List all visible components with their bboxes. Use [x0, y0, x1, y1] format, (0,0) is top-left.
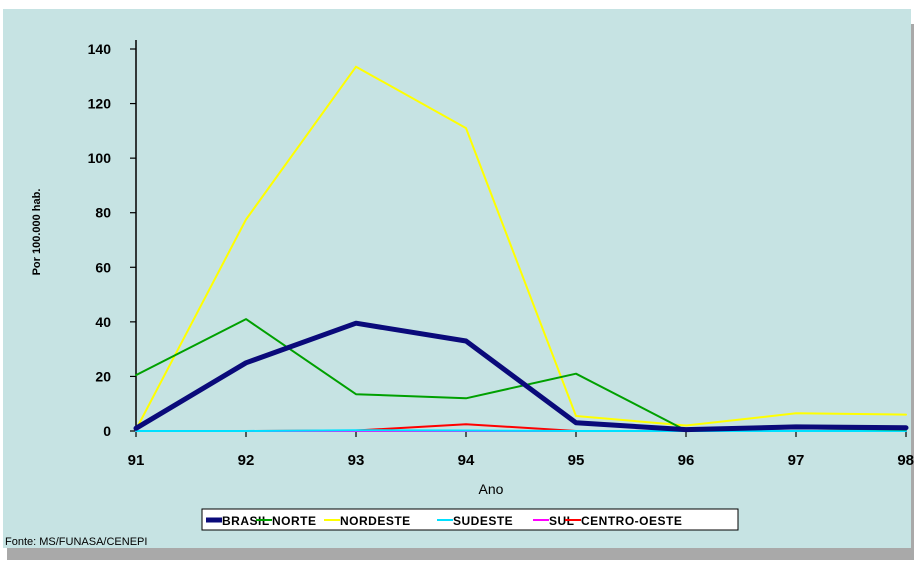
legend-label-sudeste: SUDESTE: [453, 514, 513, 528]
series-line-nordeste: [135, 65, 907, 431]
series-line-brasil: [133, 320, 909, 433]
x-tick-label: 92: [238, 452, 255, 469]
x-axis-title: Ano: [479, 481, 504, 497]
legend-box: [201, 508, 739, 531]
source-note: Fonte: MS/FUNASA/CENEPI: [5, 536, 147, 548]
y-axis-title: Por 100.000 hab.: [31, 189, 43, 276]
y-tick-label: 60: [95, 259, 111, 275]
y-tick-label: 20: [95, 368, 111, 384]
y-tick-label: 80: [95, 205, 111, 221]
series-line-sudeste: [135, 429, 907, 432]
legend-label-norte: NORTE: [272, 514, 317, 528]
chart-panel: [3, 9, 911, 548]
legend-items: BRASIL NORTE NORDESTE SUDESTE SUL CENTRO-OEST…: [206, 514, 682, 528]
x-tick-label: 93: [348, 452, 365, 469]
x-tick-label: 97: [788, 452, 805, 469]
x-tick-label: 94: [458, 452, 475, 469]
legend: BRASIL NORTE NORDESTE SUDESTE SUL CENTRO-OEST…: [201, 508, 739, 531]
legend-label-sul: SUL: [549, 514, 575, 528]
legend-label-nordeste: NORDESTE: [340, 514, 411, 528]
series-lines: [133, 65, 909, 433]
y-tick-label: 140: [88, 41, 112, 57]
y-tick-label: 100: [88, 150, 112, 166]
y-tick-label: 40: [95, 314, 111, 330]
x-tick-label: 98: [897, 452, 914, 469]
y-tick-label: 120: [88, 96, 112, 112]
legend-label-brasil: BRASIL: [222, 514, 270, 528]
y-ticks: 0 20 40 60 80 100 120 140: [88, 41, 136, 439]
x-tick-label: 95: [568, 452, 585, 469]
legend-label-centro-oeste: CENTRO-OESTE: [581, 514, 682, 528]
x-tick-label: 91: [128, 452, 145, 469]
x-tick-label: 96: [678, 452, 695, 469]
y-tick-label: 0: [103, 423, 111, 439]
